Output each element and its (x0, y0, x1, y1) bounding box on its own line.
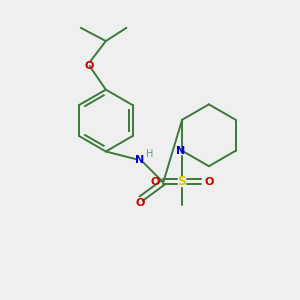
Text: O: O (150, 177, 159, 187)
Text: O: O (135, 198, 144, 208)
Text: H: H (146, 149, 154, 159)
Text: S: S (178, 175, 187, 188)
Text: O: O (85, 61, 94, 71)
Text: O: O (205, 177, 214, 187)
Text: N: N (176, 146, 185, 156)
Text: N: N (135, 155, 144, 165)
